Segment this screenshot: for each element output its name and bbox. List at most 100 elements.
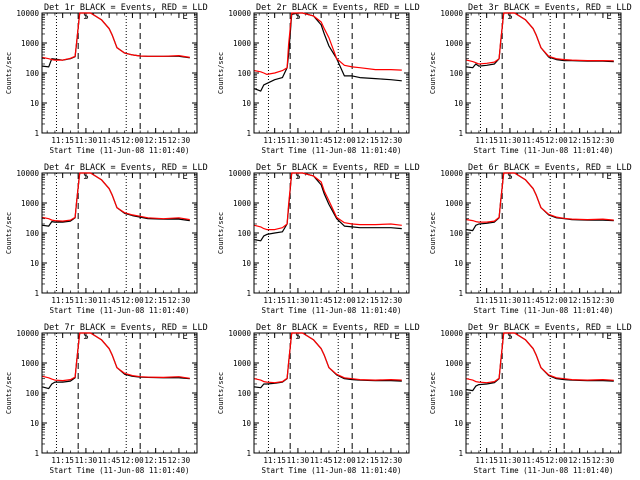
x-tick-label: 12:15 <box>144 456 167 465</box>
x-tick-label: 12:30 <box>592 296 615 305</box>
y-tick-label: 10000 <box>228 9 251 18</box>
end-marker: E <box>606 332 611 342</box>
x-axis-title: Start Time (11-Jun-08 11:01:40) <box>474 306 614 315</box>
x-tick-label: 11:45 <box>310 296 333 305</box>
lld-series-line <box>466 332 614 384</box>
y-tick-label: 100 <box>237 389 251 398</box>
y-tick-label: 1000 <box>21 39 40 48</box>
detector-panel-5: Det 5r BLACK = Events, RED = LLD 1 10 100 10… <box>217 163 420 315</box>
start-marker: S <box>507 12 512 22</box>
y-tick-label: 10000 <box>16 9 39 18</box>
x-tick-label: 11:45 <box>98 296 121 305</box>
y-tick-label: 100 <box>25 229 39 238</box>
y-tick-label: 10 <box>242 419 252 428</box>
x-tick-label: 11:45 <box>522 296 545 305</box>
detector-panel-4: Det 4r BLACK = Events, RED = LLD 1 10 100 10… <box>5 163 208 315</box>
y-tick-label: 10 <box>242 259 252 268</box>
y-tick-label: 1 <box>458 449 463 458</box>
lld-series-line <box>466 172 614 223</box>
start-marker: S <box>507 332 512 342</box>
detector-panel-2: Det 2r BLACK = Events, RED = LLD 1 10 100 10… <box>217 3 420 155</box>
y-axis-title: Counts/sec <box>5 212 13 254</box>
x-tick-label: 12:15 <box>356 136 379 145</box>
x-tick-label: 12:00 <box>545 456 568 465</box>
x-tick-label: 11:15 <box>475 296 498 305</box>
y-tick-label: 1 <box>34 449 39 458</box>
y-tick-label: 1000 <box>445 39 464 48</box>
end-marker: E <box>606 172 611 182</box>
x-tick-label: 11:45 <box>310 136 333 145</box>
end-marker: E <box>182 12 187 22</box>
detector-panel-3: Det 3r BLACK = Events, RED = LLD 1 10 100 10… <box>429 3 632 155</box>
x-axis-title: Start Time (11-Jun-08 11:01:40) <box>50 146 190 155</box>
x-tick-label: 11:30 <box>75 136 98 145</box>
start-marker: S <box>83 332 88 342</box>
lld-series-line <box>42 12 190 61</box>
y-tick-label: 10 <box>30 259 40 268</box>
y-tick-label: 10 <box>30 419 40 428</box>
x-tick-label: 11:45 <box>98 456 121 465</box>
panel-title: Det 4r BLACK = Events, RED = LLD <box>44 163 208 173</box>
y-tick-label: 1000 <box>21 199 40 208</box>
detector-panel-6: Det 6r BLACK = Events, RED = LLD 1 10 100 10… <box>429 163 632 315</box>
x-axis-title: Start Time (11-Jun-08 11:01:40) <box>262 146 402 155</box>
y-tick-label: 10000 <box>228 329 251 338</box>
y-axis-title: Counts/sec <box>429 372 437 414</box>
end-marker: E <box>394 12 399 22</box>
start-marker: S <box>83 12 88 22</box>
lld-series-line <box>254 12 402 76</box>
x-tick-label: 11:30 <box>287 296 310 305</box>
x-tick-label: 12:30 <box>380 296 403 305</box>
x-axis-title: Start Time (11-Jun-08 11:01:40) <box>50 306 190 315</box>
x-tick-label: 11:45 <box>310 456 333 465</box>
detector-panel-8: Det 8r BLACK = Events, RED = LLD 1 10 100 10… <box>217 323 420 475</box>
x-tick-label: 11:15 <box>263 136 286 145</box>
y-tick-label: 10 <box>454 99 464 108</box>
x-tick-label: 12:00 <box>545 136 568 145</box>
y-tick-label: 1000 <box>445 199 464 208</box>
x-tick-label: 12:15 <box>144 136 167 145</box>
x-tick-label: 11:30 <box>499 136 522 145</box>
x-tick-label: 12:15 <box>568 456 591 465</box>
y-axis-title: Counts/sec <box>5 52 13 94</box>
y-tick-label: 10000 <box>228 169 251 178</box>
y-tick-label: 1 <box>246 449 251 458</box>
y-axis-title: Counts/sec <box>5 372 13 414</box>
y-tick-label: 1 <box>246 289 251 298</box>
start-marker: S <box>295 172 300 182</box>
x-tick-label: 11:15 <box>475 456 498 465</box>
x-tick-label: 12:15 <box>356 456 379 465</box>
y-tick-label: 10 <box>454 419 464 428</box>
y-tick-label: 10000 <box>440 9 463 18</box>
end-marker: E <box>182 172 187 182</box>
x-tick-label: 12:30 <box>168 456 191 465</box>
y-tick-label: 100 <box>449 229 463 238</box>
y-tick-label: 100 <box>449 69 463 78</box>
x-tick-label: 11:30 <box>499 296 522 305</box>
y-tick-label: 10000 <box>16 169 39 178</box>
y-tick-label: 10 <box>30 99 40 108</box>
panel-title: Det 7r BLACK = Events, RED = LLD <box>44 323 208 333</box>
x-tick-label: 12:15 <box>568 296 591 305</box>
y-tick-label: 1 <box>34 289 39 298</box>
y-tick-label: 1 <box>458 289 463 298</box>
x-axis-title: Start Time (11-Jun-08 11:01:40) <box>50 466 190 475</box>
x-tick-label: 11:15 <box>263 456 286 465</box>
end-marker: E <box>394 172 399 182</box>
x-tick-label: 11:30 <box>287 456 310 465</box>
x-tick-label: 12:00 <box>121 296 144 305</box>
y-tick-label: 1000 <box>21 359 40 368</box>
y-tick-label: 1 <box>246 129 251 138</box>
x-tick-label: 11:15 <box>51 136 74 145</box>
x-tick-label: 12:00 <box>545 296 568 305</box>
y-axis-title: Counts/sec <box>429 52 437 94</box>
x-tick-label: 11:15 <box>263 296 286 305</box>
panel-title: Det 8r BLACK = Events, RED = LLD <box>256 323 420 333</box>
end-marker: E <box>394 332 399 342</box>
x-tick-label: 11:30 <box>287 136 310 145</box>
detector-panel-7: Det 7r BLACK = Events, RED = LLD 1 10 100 10… <box>5 323 208 475</box>
end-marker: E <box>182 332 187 342</box>
y-tick-label: 100 <box>449 389 463 398</box>
